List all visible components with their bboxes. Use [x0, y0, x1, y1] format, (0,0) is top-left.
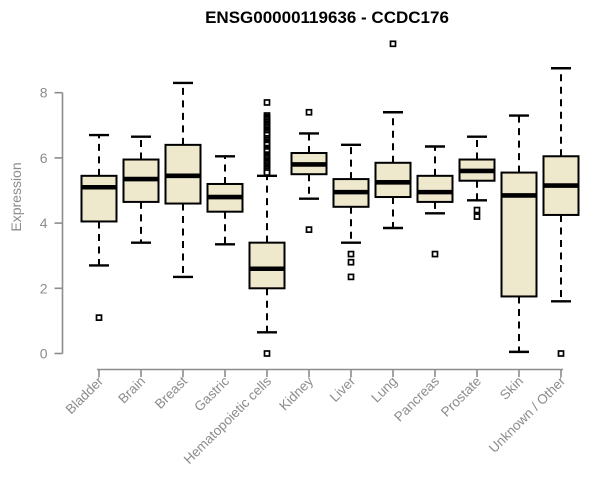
x-category-label: Unknown / Other — [486, 373, 569, 456]
outlier-point — [347, 258, 355, 266]
y-tick-label: 6 — [40, 150, 48, 166]
x-category-label: Pancreas — [391, 373, 442, 424]
x-category-label: Gastric — [191, 373, 232, 414]
outlier-point — [473, 206, 481, 214]
outlier-point — [263, 350, 271, 357]
outlier-point — [347, 273, 355, 281]
y-tick-label: 4 — [40, 215, 48, 231]
iqr-box — [416, 174, 454, 203]
iqr-box — [374, 161, 412, 199]
x-category-label: Breast — [152, 373, 190, 411]
x-category-label: Kidney — [276, 373, 316, 413]
outlier-point — [305, 226, 313, 233]
x-category-label: Bladder — [63, 373, 107, 417]
outlier-point — [347, 250, 355, 258]
x-category-label: Lung — [368, 374, 400, 406]
chart-title: ENSG00000119636 - CCDC176 — [205, 8, 449, 27]
x-category-label: Liver — [327, 373, 359, 405]
x-category-label: Prostate — [438, 374, 484, 420]
outlier-point — [95, 314, 103, 321]
x-category-label: Brain — [115, 374, 148, 407]
outlier-point — [431, 250, 439, 258]
x-category-label: Skin — [497, 374, 526, 403]
outlier-point — [263, 99, 271, 106]
y-tick-label: 8 — [40, 85, 48, 101]
outlier-point — [473, 213, 481, 220]
y-tick-label: 0 — [40, 346, 48, 362]
outlier-point — [263, 169, 271, 176]
outlier-point — [305, 108, 313, 116]
iqr-box — [248, 241, 286, 290]
outlier-point — [557, 350, 565, 357]
y-tick-label: 2 — [40, 280, 48, 296]
outlier-point — [389, 40, 397, 48]
iqr-box — [500, 171, 538, 298]
iqr-box — [80, 174, 118, 223]
